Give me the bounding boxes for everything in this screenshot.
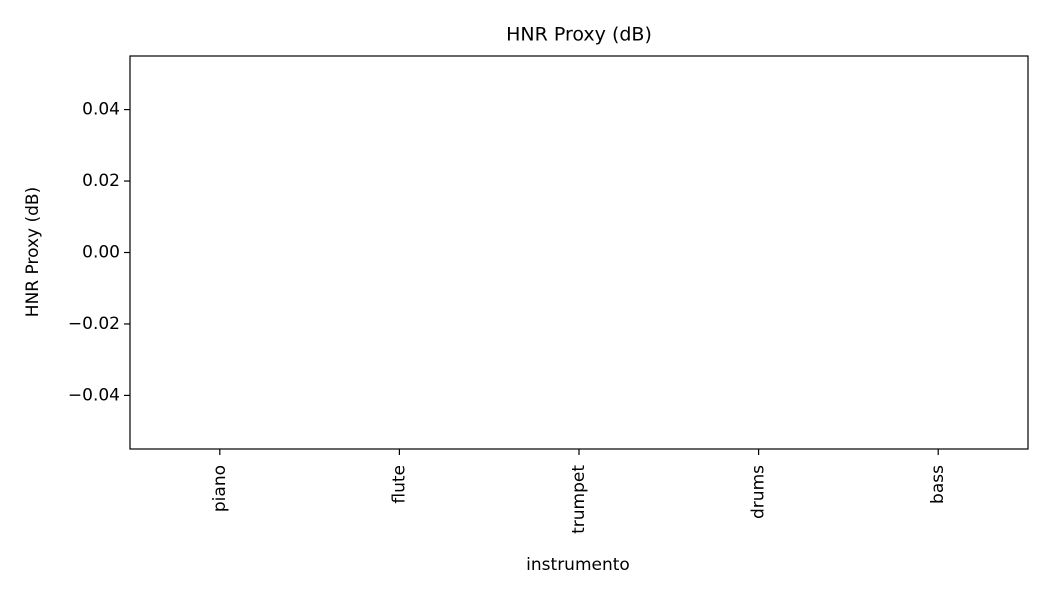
- x-tick-label: flute: [389, 465, 409, 504]
- y-tick-label: 0.02: [82, 171, 120, 191]
- y-tick-label: 0.04: [82, 100, 120, 120]
- plot-frame: [129, 55, 1029, 450]
- x-tick-label: piano: [210, 465, 230, 512]
- y-tick-label: 0.00: [82, 243, 120, 263]
- x-tick-label: bass: [928, 465, 948, 504]
- chart-title: HNR Proxy (dB): [506, 24, 652, 46]
- x-tick-label: trumpet: [569, 465, 589, 534]
- x-axis-label: instrumento: [526, 555, 630, 575]
- x-tick-label: drums: [749, 465, 769, 519]
- y-tick-label: −0.02: [68, 314, 120, 334]
- y-tick-label: −0.04: [68, 385, 120, 405]
- y-axis-label: HNR Proxy (dB): [23, 187, 43, 317]
